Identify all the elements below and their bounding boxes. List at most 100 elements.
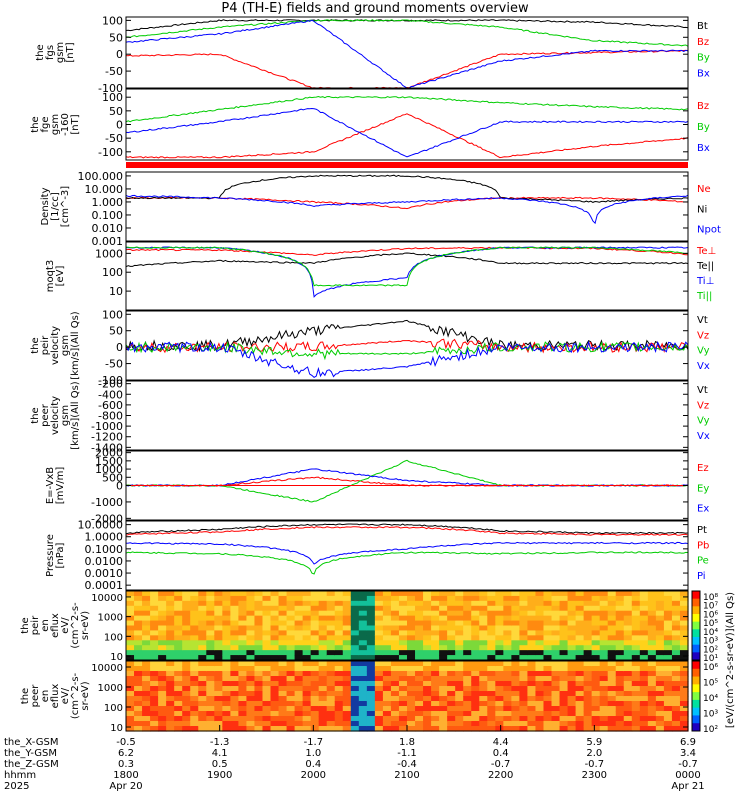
spectrogram-cell — [559, 671, 569, 677]
spectrogram-cell — [655, 615, 665, 622]
spectrogram-cell — [591, 640, 601, 646]
spectrogram-cell — [455, 635, 464, 641]
spectrogram-cell — [350, 640, 360, 646]
ytick-label: -100 — [98, 146, 123, 159]
spectrogram-cell — [527, 600, 537, 607]
spectrogram-cell — [134, 721, 143, 727]
spectrogram-cell — [511, 681, 520, 687]
spectrogram-cell — [495, 625, 504, 632]
spectrogram-cell — [679, 640, 689, 646]
spectrogram-cell — [398, 595, 408, 602]
spectrogram-cell — [278, 591, 288, 597]
spectrogram-cell — [503, 706, 512, 712]
spectrogram-cell — [439, 716, 448, 722]
spectrogram-cell — [334, 605, 344, 612]
spectrogram-cell — [559, 701, 569, 707]
spectrogram-cell — [358, 666, 368, 672]
colorbar-segment — [692, 614, 700, 623]
spectrogram-cell — [623, 691, 633, 697]
spectrogram-cell — [567, 706, 577, 712]
spectrogram-cell — [278, 595, 288, 602]
spectrogram-cell — [647, 661, 657, 667]
spectrogram-cell — [639, 605, 649, 612]
spectrogram-cell — [238, 640, 248, 646]
spectrogram-cell — [350, 711, 360, 717]
spectrogram-cell — [495, 630, 504, 636]
spectrogram-cell — [647, 605, 657, 612]
ylabel-line: [1/cc] — [50, 192, 61, 221]
spectrogram-cell — [631, 726, 641, 732]
spectrogram-cell — [158, 645, 167, 651]
spectrogram-cell — [503, 691, 512, 697]
spectrogram-cell — [166, 595, 175, 602]
spectrogram-cell — [599, 701, 609, 707]
spectrogram-cell — [495, 691, 504, 697]
spectrogram-cell — [158, 721, 167, 727]
ylabel-line: [nT] — [65, 42, 76, 62]
spectrogram-cell — [134, 686, 143, 692]
spectrogram-cell — [190, 661, 199, 667]
spectrogram-cell — [599, 726, 609, 732]
spectrogram-cell — [294, 615, 304, 622]
spectrogram-cell — [655, 706, 665, 712]
spectrogram-cell — [503, 726, 512, 732]
spectrogram-cell — [294, 686, 304, 692]
spectrogram-cell — [190, 655, 199, 661]
spectrogram-cell — [559, 595, 569, 602]
spectrogram-cell — [382, 605, 392, 612]
spectrogram-cell — [238, 671, 248, 677]
spectrogram-cell — [607, 706, 617, 712]
spectrogram-cell — [166, 696, 175, 702]
spectrogram-cell — [543, 691, 553, 697]
spectrogram-cell — [439, 625, 448, 632]
spectrogram-cell — [278, 691, 288, 697]
spectrogram-cell — [663, 610, 673, 617]
spectrogram-cell — [463, 671, 472, 677]
spectrogram-cell — [126, 591, 135, 597]
spectrogram-cell — [455, 671, 464, 677]
spectrogram-cell — [567, 640, 577, 646]
spectrogram-cell — [158, 686, 167, 692]
spectrogram-cell — [639, 676, 649, 682]
ytick-label: 10 — [109, 285, 123, 298]
spectrogram-cell — [543, 615, 553, 622]
spectrogram-cell — [254, 711, 264, 717]
spectrogram-cell — [310, 630, 320, 636]
legend-Ne: Ne — [697, 184, 711, 195]
spectrogram-cell — [150, 640, 159, 646]
spectrogram-cell — [583, 666, 593, 672]
spectrogram-cell — [503, 721, 512, 727]
spectrogram-cell — [374, 681, 384, 687]
ylabel-line: [cm^-3] — [60, 186, 71, 227]
spectrogram-cell — [679, 681, 689, 687]
spectrogram-cell — [278, 706, 288, 712]
spectrogram-cell — [238, 655, 248, 661]
colorbar-segment — [692, 644, 700, 653]
panel-fgs_gsm — [125, 16, 689, 89]
spectrogram-cell — [623, 591, 633, 597]
spectrogram-cell — [302, 600, 312, 607]
spectrogram-cell — [407, 620, 416, 627]
spectrogram-cell — [423, 726, 432, 732]
spectrogram-cell — [671, 676, 681, 682]
spectrogram-cell — [310, 666, 320, 672]
spectrogram-cell — [471, 605, 480, 612]
spectrogram-cell — [599, 620, 609, 627]
spectrogram-cell — [543, 686, 553, 692]
spectrogram-cell — [182, 645, 191, 651]
spectrogram-cell — [631, 676, 641, 682]
spectrogram-cell — [134, 645, 143, 651]
legend-Ez: Ez — [697, 463, 709, 474]
spectrogram-cell — [286, 726, 296, 732]
spectrogram-cell — [543, 625, 553, 632]
spectrogram-cell — [615, 630, 625, 636]
spectrogram-cell — [671, 620, 681, 627]
spectrogram-cell — [679, 600, 689, 607]
spectrogram-cell — [270, 691, 280, 697]
spectrogram-cell — [166, 701, 175, 707]
spectrogram-cell — [158, 591, 167, 597]
spectrogram-cell — [567, 635, 577, 641]
spectrogram-cell — [198, 600, 207, 607]
spectrogram-cell — [623, 661, 633, 667]
ytick-label: 100 — [102, 14, 123, 27]
